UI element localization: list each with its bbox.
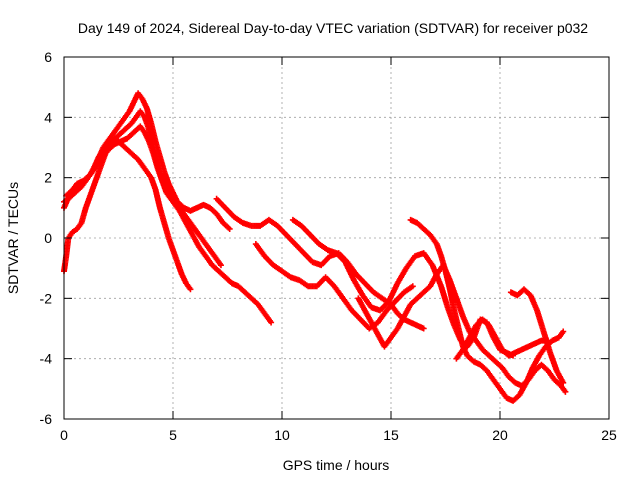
x-tick-label: 0 (60, 427, 68, 443)
series-trace-7 (252, 241, 416, 332)
grid-lines (64, 57, 609, 419)
x-axis-label: GPS time / hours (283, 457, 390, 473)
data-point (560, 328, 567, 335)
data-point (187, 286, 194, 293)
data-point (420, 325, 427, 332)
tick-labels: 0 5 10 15 20 25 -6 -4 -2 0 2 4 6 (40, 49, 617, 443)
series-trace-4 (61, 138, 194, 293)
chart-title: Day 149 of 2024, Sidereal Day-to-day VTE… (78, 20, 588, 36)
series-trace-9 (355, 262, 569, 395)
data-point (560, 379, 567, 386)
x-tick-label: 25 (601, 427, 617, 443)
data-point (562, 388, 569, 395)
y-tick-label: 2 (44, 170, 52, 186)
data-point (217, 262, 224, 269)
y-axis-label: SDTVAR / TECUs (5, 182, 21, 294)
series-trace-2 (63, 108, 275, 326)
data-point (268, 319, 275, 326)
data-points (61, 90, 569, 404)
series-trace-6 (289, 216, 517, 359)
y-tick-label: 4 (44, 109, 52, 125)
y-tick-label: -2 (40, 290, 53, 306)
axis-ticks (63, 56, 610, 420)
series-trace-8 (407, 216, 567, 404)
x-tick-label: 20 (492, 427, 508, 443)
x-tick-label: 5 (169, 427, 177, 443)
y-tick-label: -6 (40, 411, 53, 427)
series-trace-10 (507, 286, 567, 386)
x-tick-label: 10 (274, 427, 290, 443)
x-tick-label: 15 (383, 427, 399, 443)
data-point (409, 283, 416, 290)
series-trace-5 (213, 195, 427, 332)
y-tick-label: 0 (44, 230, 52, 246)
y-tick-label: -4 (40, 351, 53, 367)
data-point (226, 225, 233, 232)
y-tick-label: 6 (44, 49, 52, 65)
series-trace-11 (453, 316, 551, 362)
data-point (544, 337, 551, 344)
